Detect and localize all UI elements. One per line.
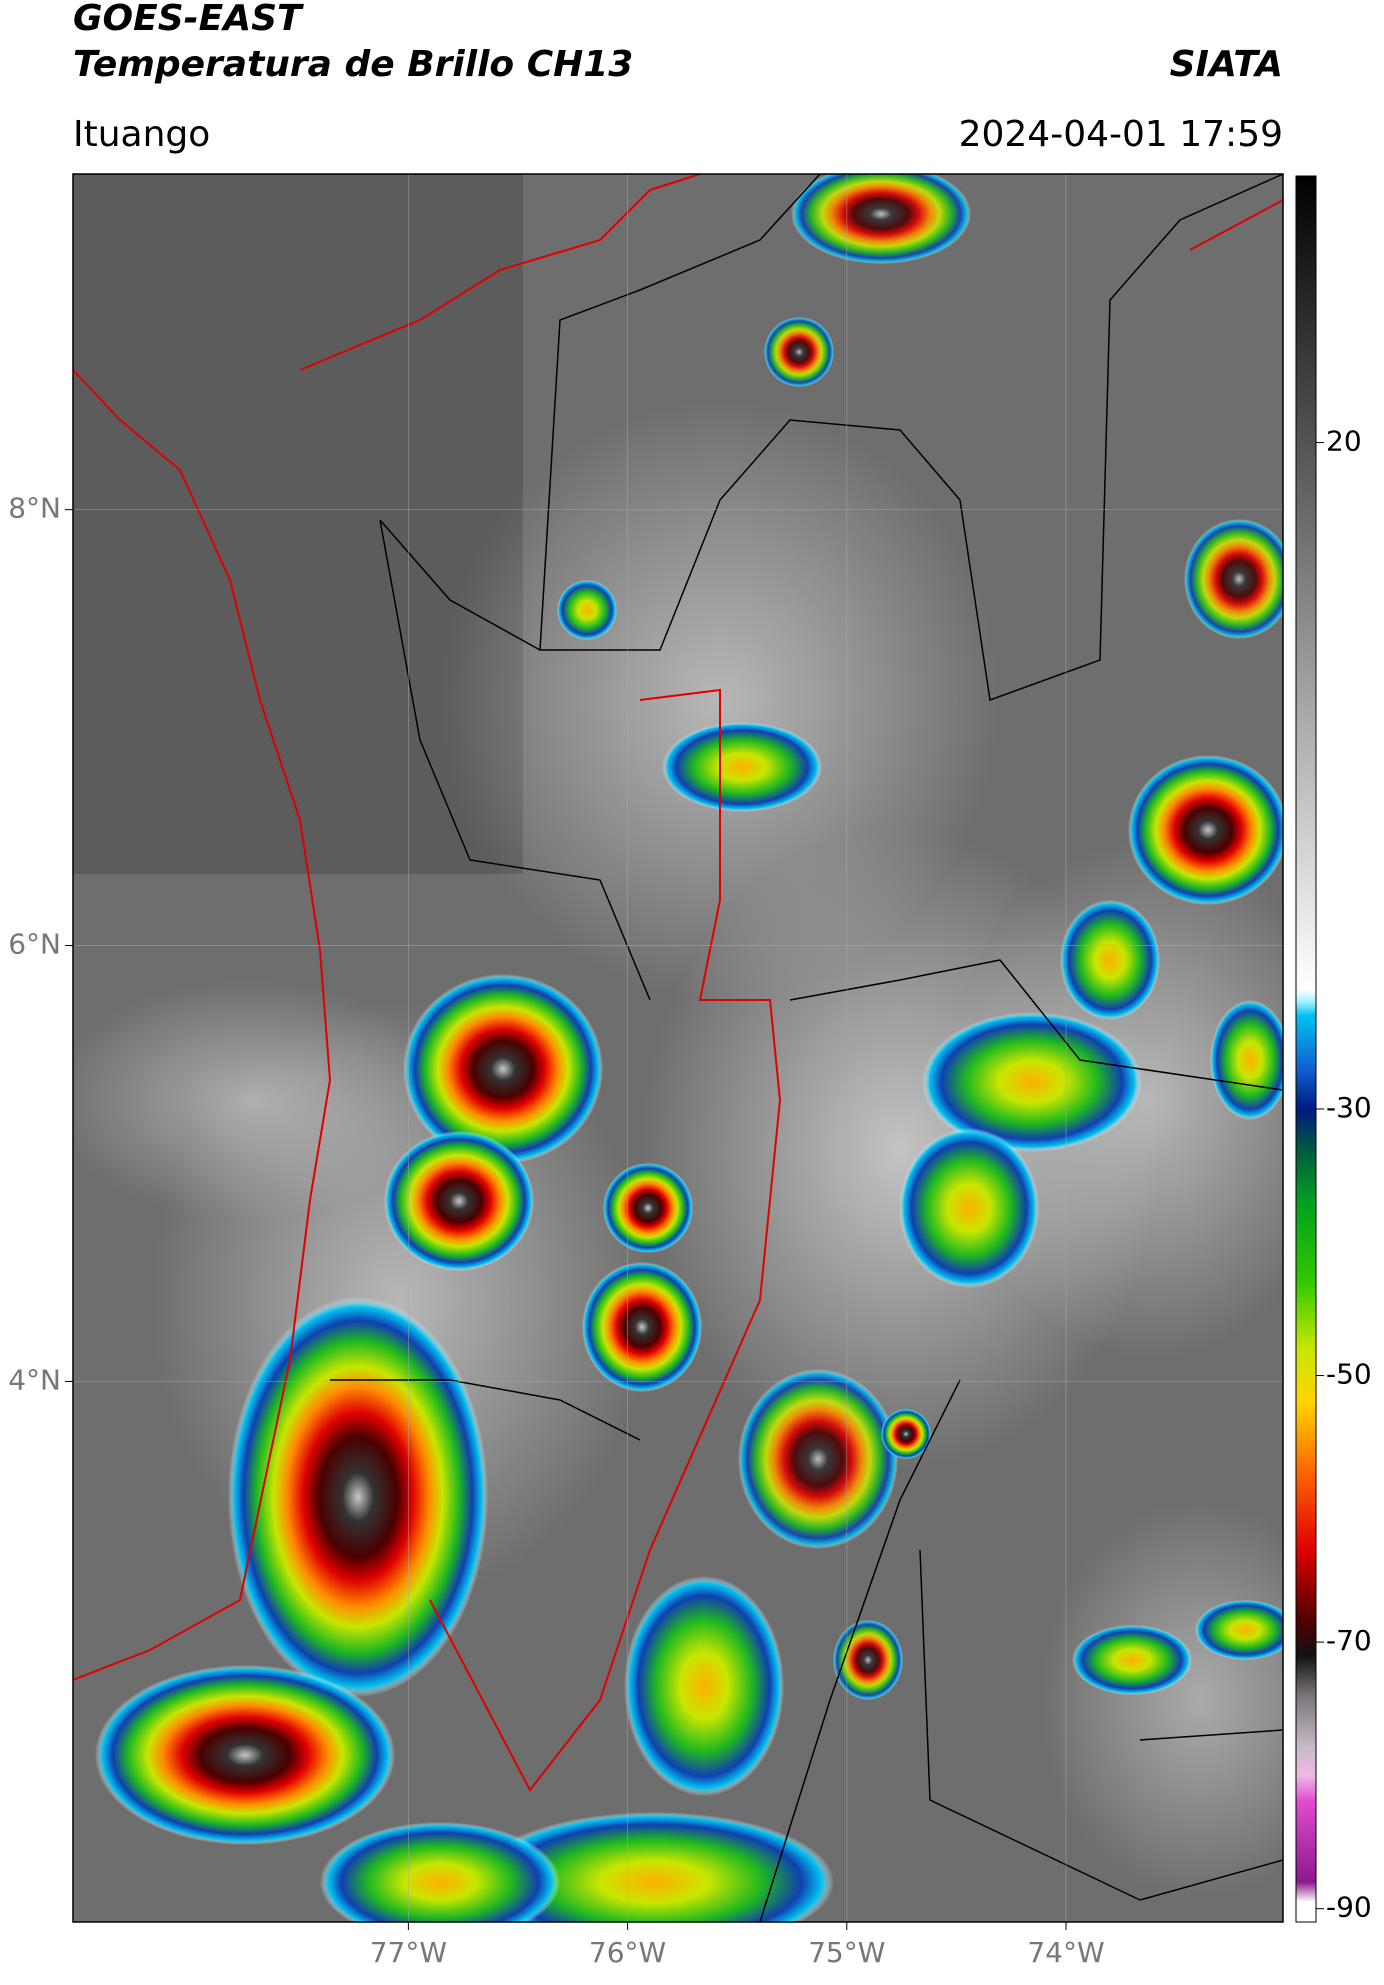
lat-tick-label: 4°N — [8, 1363, 61, 1396]
title: GOES-EAST — [73, 0, 304, 39]
lon-tick-label: 75°W — [808, 1936, 885, 1969]
source: SIATA — [1170, 44, 1283, 85]
map-frame — [72, 173, 1284, 1923]
colorbar-tick-label: -70 — [1326, 1624, 1372, 1657]
lat-tick-label: 8°N — [8, 492, 61, 525]
graticule — [73, 174, 1283, 1922]
location: Ituango — [73, 114, 210, 155]
lon-tick-label: 74°W — [1027, 1936, 1104, 1969]
lon-tick-label: 76°W — [589, 1936, 666, 1969]
timestamp: 2024-04-01 17:59 — [959, 114, 1283, 155]
lon-tick-label: 77°W — [370, 1936, 447, 1969]
colorbar — [1295, 175, 1317, 1923]
lat-tick-label: 6°N — [8, 928, 61, 961]
subtitle: Temperatura de Brillo CH13 — [73, 44, 633, 85]
colorbar-tick-label: -50 — [1326, 1358, 1372, 1391]
colorbar-tick-label: -90 — [1326, 1891, 1372, 1924]
colorbar-tick-label: -30 — [1326, 1091, 1372, 1124]
colorbar-tick-label: 20 — [1326, 425, 1362, 458]
satellite-image — [73, 174, 1283, 1922]
